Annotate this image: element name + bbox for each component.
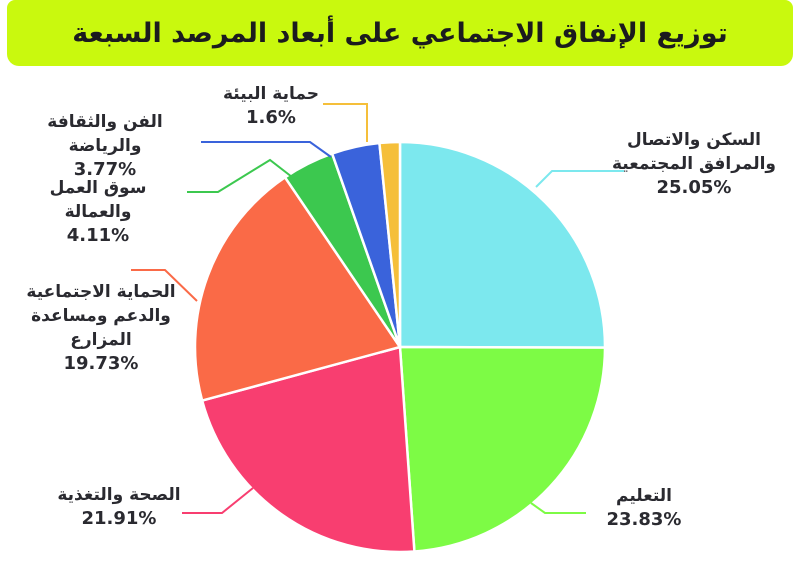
slice-name-line: الحماية الاجتماعية (26, 282, 176, 302)
slice-percent: 21.91% (81, 508, 157, 529)
label-health: الصحة والتغذية 21.91% (40, 483, 198, 531)
slice-name-line: والمرافق المجتمعية (612, 154, 776, 174)
pie-slice-environment (378, 140, 402, 349)
label-labor: سوق العمل والعمالة 4.11% (14, 176, 182, 248)
slice-name-line: سوق العمل والعمالة (49, 178, 147, 222)
label-environment: حماية البيئة 1.6% (206, 82, 336, 130)
slice-name-line: الصحة والتغذية (57, 485, 181, 505)
slice-name-line: والدعم ومساعدة المزارع (31, 306, 171, 350)
pie-slice-health (200, 345, 416, 554)
chart-title: توزيع الإنفاق الاجتماعي على أبعاد المرصد… (72, 17, 728, 49)
label-arts: الفن والثقافة والرياضة 3.77% (16, 110, 194, 182)
slice-name-line: السكن والاتصال (627, 130, 761, 150)
slice-name-line: حماية البيئة (223, 84, 319, 104)
label-education: التعليم 23.83% (588, 484, 700, 532)
slice-percent: 1.6% (246, 107, 296, 128)
slice-percent: 23.83% (606, 509, 682, 530)
slice-name-line: الفن والثقافة والرياضة (47, 112, 163, 156)
leader-line-education (530, 502, 586, 514)
leader-line-environment (323, 103, 368, 142)
leader-line-health (182, 487, 254, 514)
leader-line-protection (131, 269, 198, 302)
leader-line-arts (201, 141, 332, 158)
slice-percent: 3.77% (73, 159, 137, 180)
label-protection: الحماية الاجتماعية والدعم ومساعدة المزار… (8, 280, 194, 376)
leader-line-labor (187, 158, 293, 193)
slice-name-line: التعليم (616, 486, 672, 506)
pie-slice-housing (398, 140, 607, 349)
slice-percent: 25.05% (656, 177, 732, 198)
title-banner: توزيع الإنفاق الاجتماعي على أبعاد المرصد… (7, 0, 793, 66)
pie-slice-education (398, 345, 607, 553)
leader-line-housing (535, 170, 624, 188)
slice-percent: 4.11% (66, 225, 130, 246)
label-housing: السكن والاتصال والمرافق المجتمعية 25.05% (598, 128, 790, 200)
pie-slice-protection (193, 176, 402, 402)
slice-percent: 19.73% (63, 353, 139, 374)
